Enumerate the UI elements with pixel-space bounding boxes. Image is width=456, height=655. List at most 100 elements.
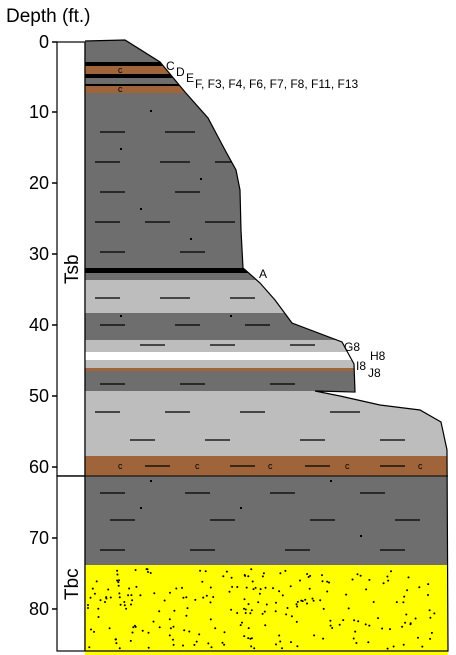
sand-dot [147, 646, 150, 649]
sand-dot [245, 586, 248, 589]
tick-label-40: 40 [29, 315, 49, 335]
sand-dot [296, 605, 299, 608]
sand-dot [87, 604, 89, 606]
sand-dot [403, 595, 406, 598]
sand-dot [115, 642, 118, 645]
sand-dot [414, 617, 417, 620]
sand-dot [105, 596, 108, 599]
sand-dot [296, 600, 299, 603]
sand-dot [202, 596, 205, 599]
clay-mark: c [118, 84, 123, 94]
sand-dot [313, 634, 316, 637]
column-outline [84, 39, 449, 652]
sand-dot [221, 641, 224, 644]
sand-dot [117, 581, 120, 584]
sand-dot [279, 640, 282, 643]
sand-dot [263, 610, 266, 613]
sand-dot [172, 638, 174, 641]
sand-dot [172, 625, 175, 628]
sand-dot [326, 580, 329, 583]
sand-dot [321, 574, 323, 577]
sand-dot [231, 585, 234, 588]
sample-label-f-series: F, F3, F4, F6, F7, F8, F11, F13 [195, 77, 358, 91]
sand-dot [107, 588, 110, 591]
sand-dot [247, 575, 250, 578]
formation-box-tbc [56, 475, 86, 652]
sand-dot [281, 647, 283, 650]
sand-dot [243, 598, 246, 601]
sand-dot [261, 575, 264, 578]
sand-dot [250, 645, 253, 648]
light-gray-band-1 [85, 280, 448, 313]
sand-dot [331, 627, 334, 629]
sand-dot [169, 591, 171, 594]
sand-dot [259, 588, 262, 591]
clay-markers: c c c c c c c [118, 65, 423, 471]
sand-dot [244, 574, 247, 577]
sand-dot [278, 590, 281, 593]
light-gray-band-4 [85, 391, 448, 456]
sand-dot [97, 616, 100, 618]
sand-dot [247, 637, 250, 640]
sand-dot [338, 623, 341, 626]
sand-dot [364, 623, 367, 626]
clay-mark: c [118, 65, 123, 75]
clay-mark: c [418, 461, 423, 471]
sand-dot [429, 616, 432, 619]
sand-dot [377, 617, 379, 620]
sand-dot [250, 568, 253, 571]
sand-dot [108, 627, 111, 630]
sand-dot [427, 594, 429, 596]
sand-dot [95, 580, 98, 583]
sand-dot [307, 576, 310, 578]
sand-dot [264, 586, 267, 589]
laminations [95, 131, 420, 551]
sand-dot [433, 612, 436, 615]
tick-label-20: 20 [29, 173, 49, 193]
sand-dot [133, 624, 136, 627]
sand-dot [181, 586, 183, 589]
sand-dot [119, 603, 122, 606]
sand-dot [278, 634, 281, 637]
sand-dot [93, 630, 95, 633]
sand-dot [311, 597, 314, 600]
tick-label-30: 30 [29, 244, 49, 264]
sand-dot [146, 568, 149, 571]
sand-dot [185, 614, 188, 617]
sand-dot [193, 643, 196, 646]
sand-dot [258, 592, 261, 595]
sample-label-i8: I8 [356, 359, 366, 373]
sand-dot [135, 585, 138, 588]
sand-dot [308, 587, 311, 590]
sand-dot [127, 594, 130, 597]
sand-dot [118, 647, 121, 650]
sand-dot [252, 588, 255, 591]
sand-dot [368, 624, 371, 627]
clay-mark: c [118, 461, 123, 471]
sand-dot [205, 594, 208, 597]
sand-dot [386, 575, 389, 578]
sand-dot [295, 603, 298, 606]
sand-dot [312, 599, 315, 602]
sand-dot [117, 584, 120, 587]
sand-dot [116, 573, 119, 576]
sand-dot [153, 592, 156, 595]
sand-dot [351, 578, 354, 581]
sand-dot [322, 637, 325, 640]
sample-labels: C D E F, F3, F4, F6, F7, F8, F11, F13 A … [166, 59, 386, 380]
sand-dot [207, 642, 210, 645]
sand-dot [223, 643, 226, 646]
light-gray-band-2 [85, 340, 448, 352]
sand-stipple [87, 568, 436, 650]
sand-dot [210, 646, 213, 649]
sand-dot [152, 620, 155, 623]
sample-label-h8: H8 [370, 349, 386, 363]
sand-dot [244, 608, 247, 611]
sand-dot [93, 592, 96, 595]
sand-dot [306, 573, 309, 575]
sand-dot [296, 645, 299, 648]
clay-mark: c [268, 461, 273, 471]
sand-dot [390, 570, 392, 573]
sand-dot [357, 620, 360, 623]
